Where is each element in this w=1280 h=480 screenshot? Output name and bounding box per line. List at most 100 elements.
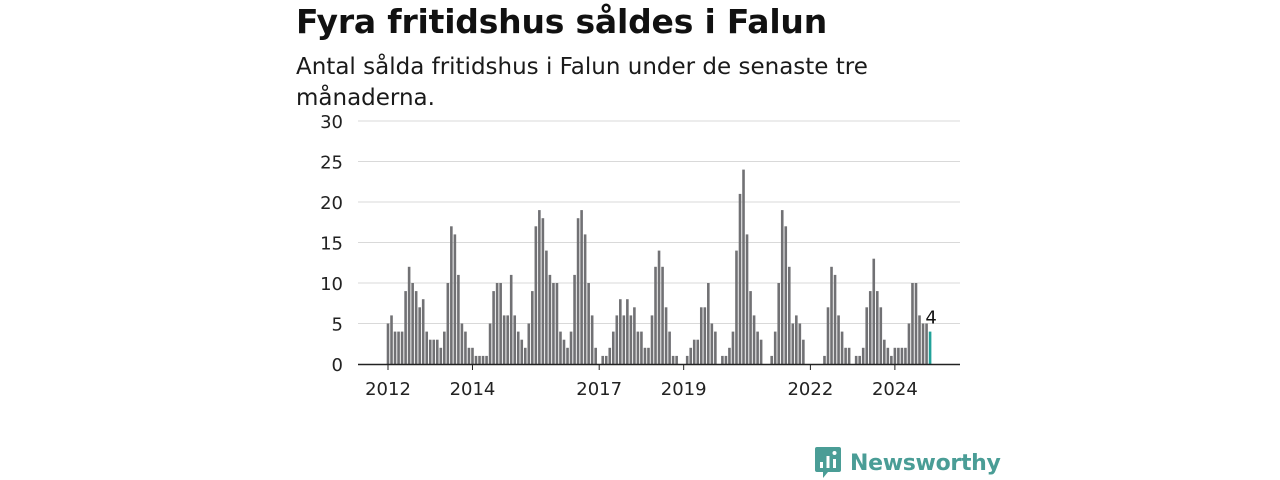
bar [668, 331, 671, 364]
bar [731, 331, 735, 364]
bar [900, 347, 904, 364]
bar [576, 218, 580, 364]
bar [562, 339, 566, 364]
bar [386, 323, 390, 364]
bar [661, 266, 664, 364]
bar [492, 291, 495, 364]
bar [858, 355, 861, 364]
bar [854, 355, 858, 364]
bar [425, 331, 429, 364]
bar [840, 331, 844, 364]
newsworthy-logo-icon [815, 447, 841, 478]
bar [802, 339, 805, 364]
bar [611, 331, 615, 364]
bar [738, 193, 742, 364]
bar [506, 315, 509, 364]
bar [911, 283, 914, 364]
bar [626, 299, 629, 364]
y-tick-label-5: 5 [332, 315, 343, 336]
y-axis-ticks: 0 5 10 15 20 25 30 [320, 112, 343, 376]
bar [555, 283, 559, 364]
bar [710, 323, 714, 364]
y-tick-label-20: 20 [320, 193, 343, 214]
y-tick-label-0: 0 [332, 355, 343, 376]
bar [921, 323, 925, 364]
x-tick-label: 2014 [450, 379, 496, 400]
bar [844, 347, 847, 364]
bar [464, 331, 467, 364]
bar [752, 315, 756, 364]
bar [728, 347, 731, 364]
brand-name: Newsworthy [850, 450, 1001, 476]
x-tick-label: 2022 [787, 379, 833, 400]
bar [580, 210, 583, 364]
bar [608, 347, 612, 364]
bar [474, 355, 478, 364]
bar [457, 274, 460, 364]
bar [798, 323, 802, 364]
bar [830, 266, 833, 364]
bar [393, 331, 397, 364]
bar [791, 323, 795, 364]
bar [689, 347, 693, 364]
x-tick-label: 2019 [661, 379, 707, 400]
bar [453, 234, 457, 364]
bar [636, 331, 640, 364]
bar [435, 339, 439, 364]
x-axis-ticks: 2012 2014 2017 2019 2022 2024 [365, 364, 918, 400]
bar [770, 355, 773, 364]
bar [390, 315, 393, 364]
bar [601, 355, 605, 364]
bar [879, 307, 883, 364]
bar [890, 355, 893, 364]
bar [499, 283, 502, 364]
bar [650, 315, 654, 364]
bar [513, 315, 517, 364]
bar [527, 323, 531, 364]
brand-logo: Newsworthy [814, 446, 1001, 480]
bar [759, 339, 763, 364]
bar [883, 339, 886, 364]
bar [914, 283, 918, 364]
bar [675, 355, 678, 364]
bar [643, 347, 647, 364]
bar [400, 331, 404, 364]
annotations: 4 [925, 308, 936, 329]
bar [865, 307, 869, 364]
bar [590, 315, 594, 364]
bar [414, 291, 418, 364]
bar [541, 218, 545, 364]
bar [418, 307, 421, 364]
bar [629, 315, 633, 364]
bar [787, 266, 791, 364]
bar [721, 355, 724, 364]
bar [502, 315, 506, 364]
bar [886, 347, 890, 364]
bar [707, 283, 710, 364]
bar [647, 347, 650, 364]
bar [654, 266, 657, 364]
bar [552, 283, 555, 364]
bar [443, 331, 446, 364]
bar [714, 331, 717, 364]
bar [868, 291, 872, 364]
bar [421, 299, 425, 364]
bar [699, 307, 703, 364]
bar [428, 339, 432, 364]
bar [837, 315, 840, 364]
highlight-value-label: 4 [925, 308, 936, 329]
bar [826, 307, 830, 364]
bar [897, 347, 900, 364]
bar [696, 339, 700, 364]
bar [495, 283, 499, 364]
bar [742, 169, 745, 364]
bar-highlight [928, 331, 932, 364]
bar [664, 307, 668, 364]
bar [907, 323, 911, 364]
bar [823, 355, 826, 364]
bar [749, 291, 752, 364]
bar [523, 347, 527, 364]
bar [488, 323, 492, 364]
bar [777, 283, 781, 364]
